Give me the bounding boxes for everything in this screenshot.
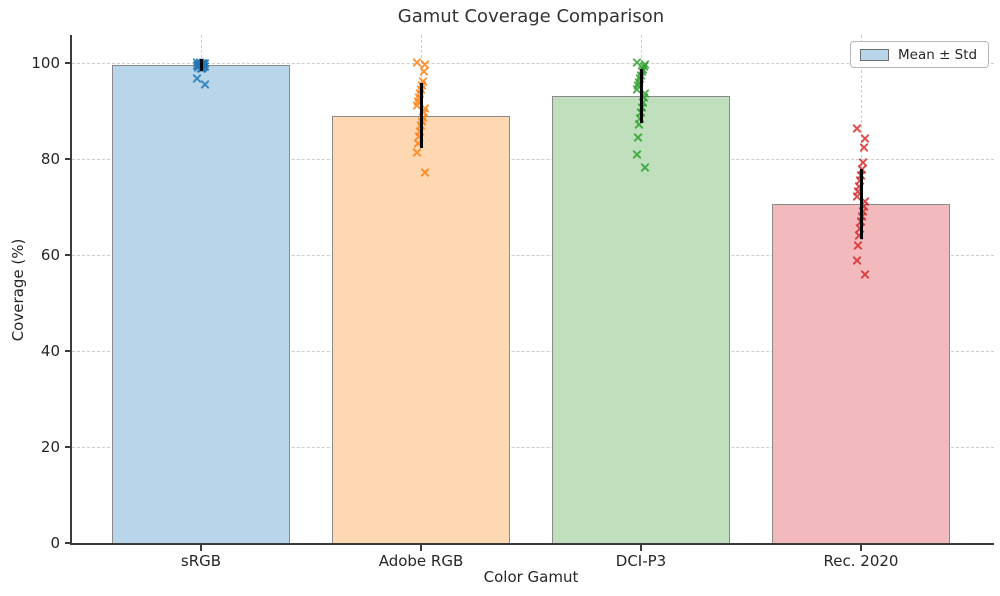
bar	[552, 95, 730, 543]
x-axis-label: Color Gamut	[483, 568, 579, 586]
y-gridline	[72, 350, 994, 352]
y-tick-mark	[65, 349, 72, 352]
legend: Mean ± Std	[850, 41, 990, 68]
x-tick-label: DCI-P3	[615, 552, 667, 570]
x-tick-label: sRGB	[180, 552, 222, 570]
y-tick-label: 100	[31, 53, 60, 72]
y-tick-label: 20	[40, 437, 60, 456]
y-tick-mark	[65, 445, 72, 448]
y-tick-mark	[65, 542, 72, 544]
legend-label: Mean ± Std	[898, 46, 978, 63]
error-bar	[859, 168, 863, 240]
y-axis-label: Coverage (%)	[9, 238, 27, 342]
scatter-point	[853, 256, 862, 265]
scatter-point	[641, 163, 650, 172]
x-tick-mark	[860, 545, 862, 551]
legend-swatch	[860, 48, 889, 61]
y-gridline	[72, 254, 994, 256]
scatter-point	[633, 150, 642, 159]
scatter-point	[860, 143, 869, 152]
chart-title: Gamut Coverage Comparison	[397, 6, 665, 27]
error-bar	[199, 59, 203, 72]
x-tick-mark	[420, 545, 422, 551]
plot-area: 0 20 40 60 80 100 sRGB Adobe RGB DCI-P3 Rec. 2020	[31, 35, 994, 570]
bar	[332, 115, 510, 543]
y-tick-label: 80	[40, 149, 60, 168]
y-tick-label: 60	[40, 245, 60, 264]
y-tick-mark	[65, 157, 72, 160]
y-tick-mark	[65, 253, 72, 256]
scatter-point	[201, 80, 210, 89]
y-gridline	[72, 446, 994, 448]
y-gridline	[72, 158, 994, 160]
scatter-point	[861, 270, 870, 279]
scatter-point	[420, 67, 429, 76]
scatter-point	[853, 124, 862, 133]
bar	[112, 65, 290, 543]
y-tick-mark	[65, 61, 72, 64]
x-tick-mark	[200, 545, 202, 551]
x-tick-label: Rec. 2020	[823, 552, 899, 570]
error-bar	[419, 83, 423, 148]
y-gridline	[72, 62, 994, 64]
x-tick-mark	[640, 545, 642, 551]
scatter-point	[854, 241, 863, 250]
x-tick-label: Adobe RGB	[378, 552, 464, 570]
scatter-point	[421, 168, 430, 177]
scatter-point	[634, 133, 643, 142]
error-bar	[639, 69, 643, 123]
y-tick-label: 0	[50, 534, 60, 552]
scatter-point	[861, 134, 870, 143]
scatter-point	[413, 148, 422, 157]
y-tick-label: 40	[40, 341, 60, 360]
